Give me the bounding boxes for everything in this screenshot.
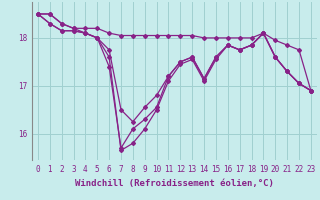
X-axis label: Windchill (Refroidissement éolien,°C): Windchill (Refroidissement éolien,°C) (75, 179, 274, 188)
